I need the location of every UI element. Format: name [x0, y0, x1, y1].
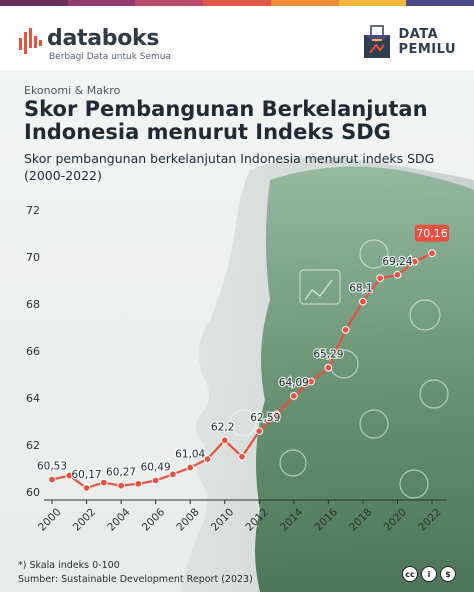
- data-point: [272, 410, 281, 419]
- footnote: *) Skala indeks 0-100: [18, 560, 120, 571]
- cc-icon: cc: [402, 566, 418, 582]
- y-tick-label: 64: [26, 392, 40, 405]
- data-point: [341, 325, 350, 334]
- x-tick-label: 2014: [278, 506, 306, 534]
- databoks-logo-icon: [19, 28, 42, 54]
- x-tick-label: 2020: [382, 506, 409, 533]
- noncommercial-icon: $: [440, 566, 456, 582]
- data-point: [99, 478, 108, 487]
- forest-face-background: [180, 156, 474, 592]
- y-tick-label: 60: [26, 486, 40, 499]
- data-label: 60,49: [141, 461, 171, 473]
- data-point: [169, 470, 177, 479]
- y-tick-label: 66: [26, 345, 40, 358]
- attribution-icon: i: [421, 566, 437, 582]
- partner-line1: DATA: [398, 27, 439, 42]
- sdg-line-chart: 60 62 64 66 68 70 72 2000 2002 2004 2006 2008 2010 20…: [26, 204, 449, 534]
- category-label: Ekonomi & Makro: [24, 84, 121, 97]
- y-tick-label: 62: [26, 439, 40, 452]
- data-label: 62,2: [211, 421, 234, 433]
- x-tick-label: 2022: [416, 506, 443, 533]
- y-tick-label: 68: [26, 298, 40, 311]
- data-point: [359, 297, 367, 306]
- x-tick-label: 2000: [36, 506, 63, 533]
- data-label: 60,53: [37, 461, 67, 473]
- data-label: 70,16: [416, 227, 448, 240]
- data-point: [307, 377, 315, 386]
- x-tick-label: 2008: [174, 506, 201, 533]
- data-point: [220, 436, 229, 445]
- data-point: [186, 463, 195, 472]
- header: databoks Berbagi Data untuk Semua DATA P…: [0, 6, 474, 70]
- data-point: [203, 455, 212, 464]
- series-line: [51, 252, 433, 490]
- data-point: [428, 249, 436, 258]
- data-point: [255, 427, 264, 436]
- data-point: [376, 274, 385, 283]
- data-point: [410, 257, 419, 266]
- data-point: [238, 452, 246, 461]
- x-tick-label: 2012: [243, 506, 270, 533]
- data-label: 60,27: [106, 467, 136, 479]
- data-point: [393, 270, 402, 279]
- data-label: 68,1: [349, 283, 372, 295]
- x-tick-label: 2010: [209, 506, 236, 533]
- color-stripe: [0, 0, 474, 6]
- last-value-badge: [415, 224, 449, 242]
- y-tick-label: 72: [26, 204, 40, 217]
- x-tick-label: 2004: [105, 506, 133, 534]
- ballot-box-icon: [364, 25, 391, 58]
- data-point: [151, 476, 160, 485]
- source-note: Sumber: Sustainable Development Report (…: [18, 574, 253, 585]
- brand-name: databoks: [47, 26, 160, 51]
- data-label: 61,04: [175, 449, 205, 461]
- data-label: 64,09: [279, 377, 309, 389]
- x-tick-label: 2018: [347, 506, 374, 533]
- data-pemilu-logo: DATA PEMILU: [362, 22, 456, 62]
- data-label: 60,17: [72, 469, 102, 481]
- data-point: [324, 363, 333, 372]
- partner-line2: PEMILU: [398, 42, 456, 57]
- data-point: [289, 391, 298, 400]
- data-point: [117, 481, 125, 490]
- data-point: [82, 484, 91, 492]
- y-tick-label: 70: [26, 251, 40, 264]
- data-point: [65, 471, 74, 480]
- license-badges: cc i $: [399, 566, 456, 582]
- data-label: 69,24: [382, 256, 412, 268]
- data-label: 65,29: [313, 349, 343, 361]
- x-tick-label: 2016: [313, 506, 341, 534]
- brand-tagline: Berbagi Data untuk Semua: [49, 52, 172, 62]
- data-point: [48, 475, 56, 484]
- chart-subtitle: Skor pembangunan berkelanjutan Indonesia…: [24, 151, 435, 183]
- x-tick-label: 2006: [140, 506, 168, 534]
- data-label: 62,59: [250, 412, 280, 424]
- x-tick-label: 2002: [71, 506, 98, 533]
- page-title: Skor Pembangunan Berkelanjutan Indonesia…: [24, 97, 428, 144]
- data-point: [134, 479, 143, 488]
